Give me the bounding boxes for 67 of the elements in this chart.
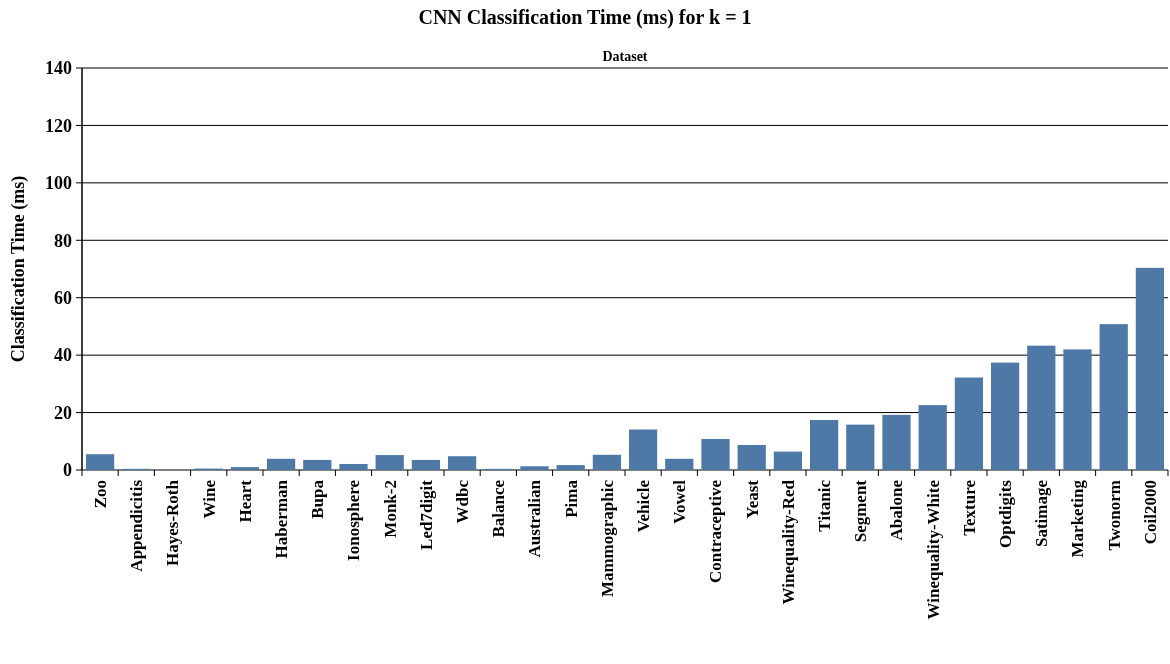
x-tick-label: Haberman	[272, 479, 292, 559]
bar	[809, 420, 839, 470]
x-tick-label: Heart	[235, 479, 255, 523]
bar	[701, 438, 730, 470]
bar	[882, 414, 911, 470]
x-tick-label: Zoo	[91, 480, 111, 509]
bar	[1135, 267, 1165, 470]
bar	[447, 456, 477, 470]
x-tick-label: Led7digit	[416, 479, 436, 550]
bar	[1027, 345, 1056, 470]
x-tick-label: Optdigits	[996, 479, 1016, 549]
x-tick-label: Contraceptive	[706, 479, 726, 583]
bar	[1099, 324, 1128, 470]
y-tick-label: 40	[54, 345, 72, 366]
bar	[954, 377, 984, 470]
x-tick-label: Monk-2	[380, 480, 400, 538]
bar	[918, 405, 947, 470]
x-tick-label: Mammographic	[597, 479, 617, 598]
bar	[375, 455, 404, 470]
x-tick-label: Appendicitis	[127, 479, 147, 572]
x-tick-label: Pima	[561, 479, 581, 518]
bar	[85, 454, 115, 470]
x-tick-label: Segment	[851, 479, 871, 543]
x-tick-label: Vowel	[670, 479, 690, 524]
bar	[628, 429, 658, 470]
bar	[230, 467, 260, 470]
bar	[592, 454, 622, 470]
y-tick-label: 140	[45, 58, 72, 79]
bar	[266, 458, 296, 470]
x-tick-label: Twonorm	[1104, 480, 1124, 551]
bar	[520, 466, 549, 470]
x-tick-label: Marketing	[1068, 479, 1088, 558]
bar	[303, 459, 332, 470]
x-tick-label: Texture	[959, 479, 979, 536]
x-tick-label: Wdbc	[453, 479, 473, 524]
x-tick-label: Australian	[525, 479, 545, 558]
x-tick-label: Abalone	[887, 479, 907, 541]
bar	[1063, 349, 1092, 470]
y-tick-label: 20	[54, 402, 72, 423]
x-tick-label: Satimage	[1032, 479, 1052, 548]
y-tick-label: 120	[45, 115, 72, 136]
x-tick-label: Wine	[199, 479, 219, 519]
x-tick-label: Yeast	[742, 479, 762, 519]
y-tick-label: 100	[45, 173, 72, 194]
x-tick-label: Vehicle	[634, 479, 654, 533]
bar	[665, 458, 694, 470]
x-tick-label: Bupa	[308, 479, 328, 519]
y-tick-label: 0	[63, 460, 72, 481]
x-tick-label: Winequality-White	[923, 479, 943, 620]
bar	[773, 451, 803, 470]
y-axis-title: Classification Time (ms)	[8, 175, 29, 363]
x-tick-label: Coil2000	[1140, 480, 1160, 545]
bar	[339, 463, 368, 470]
x-axis-title: Dataset	[602, 49, 648, 64]
bar	[990, 362, 1020, 470]
x-tick-label: Hayes-Roth	[163, 479, 183, 566]
x-tick-label: Balance	[489, 479, 509, 538]
bar	[411, 459, 441, 470]
y-tick-label: 60	[54, 288, 72, 309]
bar	[556, 465, 585, 470]
x-tick-label: Titanic	[815, 479, 835, 532]
chart-title: CNN Classification Time (ms) for k = 1	[418, 6, 752, 29]
x-tick-label: Ionosphere	[344, 479, 364, 561]
bar	[737, 445, 766, 470]
bar	[846, 424, 875, 470]
y-tick-label: 80	[54, 230, 72, 251]
x-tick-label: Winequality-Red	[778, 479, 798, 605]
